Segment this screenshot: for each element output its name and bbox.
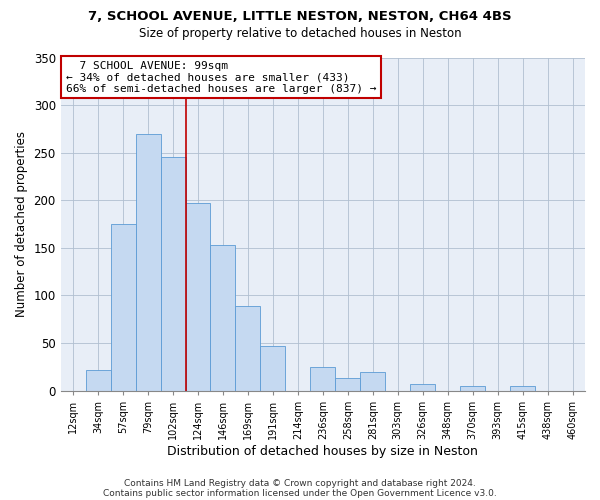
Bar [335, 378, 360, 390]
Bar [110, 224, 136, 390]
X-axis label: Distribution of detached houses by size in Neston: Distribution of detached houses by size … [167, 444, 478, 458]
Bar [260, 346, 286, 391]
Text: 7 SCHOOL AVENUE: 99sqm
← 34% of detached houses are smaller (433)
66% of semi-de: 7 SCHOOL AVENUE: 99sqm ← 34% of detached… [66, 61, 376, 94]
Bar [211, 245, 235, 390]
Bar [185, 203, 211, 390]
Bar [136, 134, 161, 390]
Text: Contains public sector information licensed under the Open Government Licence v3: Contains public sector information licen… [103, 488, 497, 498]
Y-axis label: Number of detached properties: Number of detached properties [15, 131, 28, 317]
Bar [410, 384, 435, 390]
Bar [360, 372, 385, 390]
Text: Contains HM Land Registry data © Crown copyright and database right 2024.: Contains HM Land Registry data © Crown c… [124, 478, 476, 488]
Bar [86, 370, 110, 390]
Bar [161, 158, 185, 390]
Text: Size of property relative to detached houses in Neston: Size of property relative to detached ho… [139, 28, 461, 40]
Text: 7, SCHOOL AVENUE, LITTLE NESTON, NESTON, CH64 4BS: 7, SCHOOL AVENUE, LITTLE NESTON, NESTON,… [88, 10, 512, 23]
Bar [460, 386, 485, 390]
Bar [235, 306, 260, 390]
Bar [510, 386, 535, 390]
Bar [310, 367, 335, 390]
